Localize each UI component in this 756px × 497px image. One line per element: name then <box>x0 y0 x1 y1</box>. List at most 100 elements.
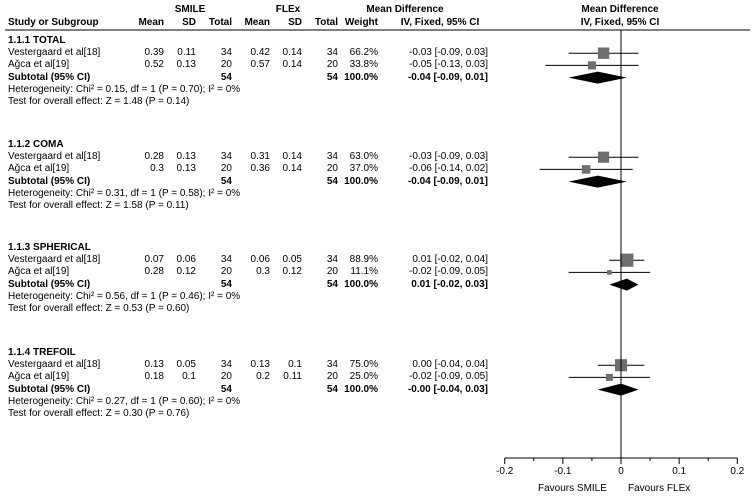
subtotal-label: Subtotal (95% CI) <box>8 71 91 83</box>
plot-method: IV, Fixed, 95% CI <box>580 17 660 28</box>
study-name: Ağca et al[19] <box>8 266 70 278</box>
sd1-value: 0.12 <box>176 266 196 278</box>
effect-square <box>605 373 613 381</box>
total2-header: Total <box>314 17 338 28</box>
total1-value: 34 <box>220 254 232 266</box>
total2-value: 34 <box>326 47 338 59</box>
sd2-value: 0.14 <box>282 59 302 71</box>
subtotal-diamond <box>597 383 639 396</box>
subtotal-total2: 54 <box>326 175 338 187</box>
subtotal-ci: -0.04 [-0.09, 0.01] <box>407 175 488 187</box>
study-name: Ağca et al[19] <box>8 59 70 71</box>
total2-value: 20 <box>326 371 338 383</box>
study-name: Vestergaard et al[18] <box>8 47 101 59</box>
effect-square <box>581 165 591 174</box>
sd1-value: 0.13 <box>176 151 196 163</box>
total1-value: 20 <box>220 266 232 278</box>
sd2-value: 0.14 <box>282 151 302 163</box>
subtotal-diamond <box>568 175 627 188</box>
weight-value: 63.0% <box>349 151 378 163</box>
subgroup-title: 1.1.4 TREFOIL <box>8 347 76 358</box>
sd2-value: 0.14 <box>282 163 302 175</box>
mean2-value: 0.31 <box>250 151 270 163</box>
study-name: Ağca et al[19] <box>8 371 70 383</box>
subtotal-total2: 54 <box>326 383 338 395</box>
subtotal-label: Subtotal (95% CI) <box>8 175 91 187</box>
subtotal-total1: 54 <box>220 383 232 395</box>
weight-value: 11.1% <box>350 266 378 278</box>
study-name: Vestergaard et al[18] <box>8 359 101 371</box>
sd2-value: 0.12 <box>282 266 302 278</box>
mean1-value: 0.39 <box>144 47 164 59</box>
md-title: Mean Difference <box>366 4 444 15</box>
total1-value: 34 <box>220 47 232 59</box>
study-column-header: Study or Subgroup <box>8 17 99 28</box>
sd1-value: 0.05 <box>176 359 196 371</box>
heterogeneity-text: Heterogeneity: Chi² = 0.27, df = 1 (P = … <box>8 395 241 407</box>
total1-header: Total <box>208 17 232 28</box>
mean1-value: 0.28 <box>144 266 164 278</box>
subgroup-title: 1.1.3 SPHERICAL <box>8 242 91 253</box>
subgroup-title: 1.1.2 COMA <box>8 139 64 150</box>
subtotal-weight: 100.0% <box>344 278 378 290</box>
overall-effect-text: Test for overall effect: Z = 1.48 (P = 0… <box>8 96 190 107</box>
subtotal-weight: 100.0% <box>344 383 378 395</box>
sd2-value: 0.1 <box>288 359 302 371</box>
subtotal-ci: -0.04 [-0.09, 0.01] <box>407 71 488 83</box>
sd1-header: SD <box>182 17 196 28</box>
ci-value: -0.02 [-0.09, 0.05] <box>409 371 488 383</box>
subtotal-total2: 54 <box>326 278 338 290</box>
weight-value: 37.0% <box>349 163 378 175</box>
overall-effect-text: Test for overall effect: Z = 0.53 (P = 0… <box>8 303 190 314</box>
total1-value: 20 <box>220 59 232 71</box>
study-name: Ağca et al[19] <box>8 163 70 175</box>
total1-value: 34 <box>220 151 232 163</box>
ci-value: -0.06 [-0.14, 0.02] <box>409 163 488 175</box>
subtotal-total1: 54 <box>220 278 232 290</box>
overall-effect-text: Test for overall effect: Z = 0.30 (P = 0… <box>8 408 190 419</box>
ci-value: -0.05 [-0.13, 0.03] <box>409 59 488 71</box>
study-name: Vestergaard et al[18] <box>8 151 101 163</box>
effect-square <box>597 47 610 59</box>
subtotal-total1: 54 <box>220 175 232 187</box>
mean2-value: 0.42 <box>250 47 270 59</box>
mean2-value: 0.3 <box>256 266 270 278</box>
subgroup-title: 1.1.1 TOTAL <box>8 35 66 46</box>
subtotal-diamond <box>568 71 627 84</box>
subtotal-ci: 0.01 [-0.02, 0.03] <box>411 278 488 290</box>
mean1-value: 0.07 <box>144 254 164 266</box>
mean1-value: 0.52 <box>144 59 164 71</box>
group2-header: FLEx <box>275 4 301 15</box>
x-tick-label: 0.2 <box>730 466 744 477</box>
total2-value: 20 <box>326 59 338 71</box>
weight-header: Weight <box>344 17 378 28</box>
subtotal-diamond <box>609 278 639 291</box>
mean2-value: 0.06 <box>250 254 270 266</box>
overall-effect-text: Test for overall effect: Z = 1.58 (P = 0… <box>8 200 189 211</box>
total2-value: 34 <box>326 359 338 371</box>
sd1-value: 0.06 <box>176 254 196 266</box>
x-tick-label: 0.1 <box>672 466 686 477</box>
weight-value: 66.2% <box>349 47 378 59</box>
favours-right-label: Favours FLEx <box>628 483 691 494</box>
x-tick-label: -0.2 <box>496 466 514 477</box>
mean1-header: Mean <box>138 17 164 28</box>
weight-value: 33.8% <box>349 59 378 71</box>
ci-value: 0.00 [-0.04, 0.04] <box>412 359 488 371</box>
heterogeneity-text: Heterogeneity: Chi² = 0.56, df = 1 (P = … <box>8 290 241 302</box>
md-method: IV, Fixed, 95% CI <box>400 17 480 28</box>
subtotal-weight: 100.0% <box>344 175 378 187</box>
plot-title: Mean Difference <box>581 4 659 15</box>
mean2-header: Mean <box>244 17 270 28</box>
total1-value: 20 <box>220 371 232 383</box>
total2-value: 20 <box>326 163 338 175</box>
subtotal-total2: 54 <box>326 71 338 83</box>
study-name: Vestergaard et al[18] <box>8 254 101 266</box>
weight-value: 25.0% <box>349 371 378 383</box>
mean2-value: 0.2 <box>256 371 270 383</box>
total1-value: 34 <box>220 359 232 371</box>
total1-value: 20 <box>220 163 232 175</box>
mean1-value: 0.28 <box>144 151 164 163</box>
subtotal-weight: 100.0% <box>344 71 378 83</box>
sd1-value: 0.1 <box>182 371 196 383</box>
